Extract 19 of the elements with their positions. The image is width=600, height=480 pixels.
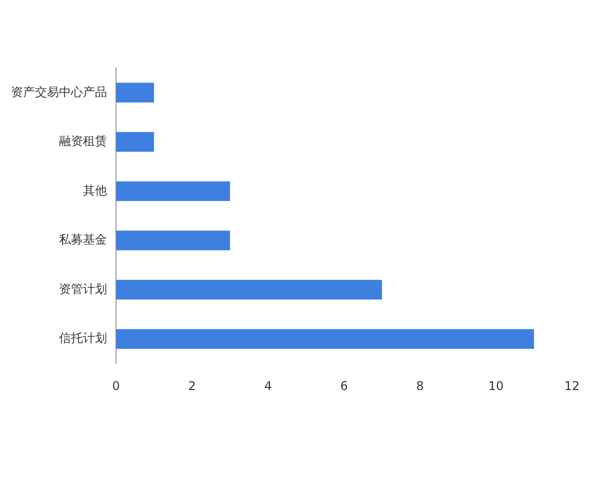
- y-tick-label: 私募基金: [59, 232, 107, 247]
- y-tick-label: 其他: [83, 183, 107, 198]
- bar: [116, 181, 230, 202]
- bar: [116, 132, 154, 152]
- x-tick-label: 10: [488, 378, 504, 393]
- y-tick-label: 资管计划: [59, 282, 107, 296]
- x-tick-label: 4: [264, 378, 272, 393]
- bar: [116, 329, 534, 349]
- x-tick-label: 12: [564, 378, 580, 393]
- bar: [116, 230, 230, 250]
- bar: [116, 280, 382, 300]
- y-tick-label: 资产交易中心产品: [11, 84, 107, 99]
- y-tick-label: 融资租赁: [59, 134, 107, 148]
- x-tick-label: 6: [340, 378, 348, 393]
- bar: [116, 82, 154, 102]
- x-tick-label: 2: [188, 378, 196, 393]
- y-tick-label: 信托计划: [59, 331, 107, 346]
- x-tick-label: 0: [112, 378, 120, 393]
- x-tick-label: 8: [416, 378, 424, 393]
